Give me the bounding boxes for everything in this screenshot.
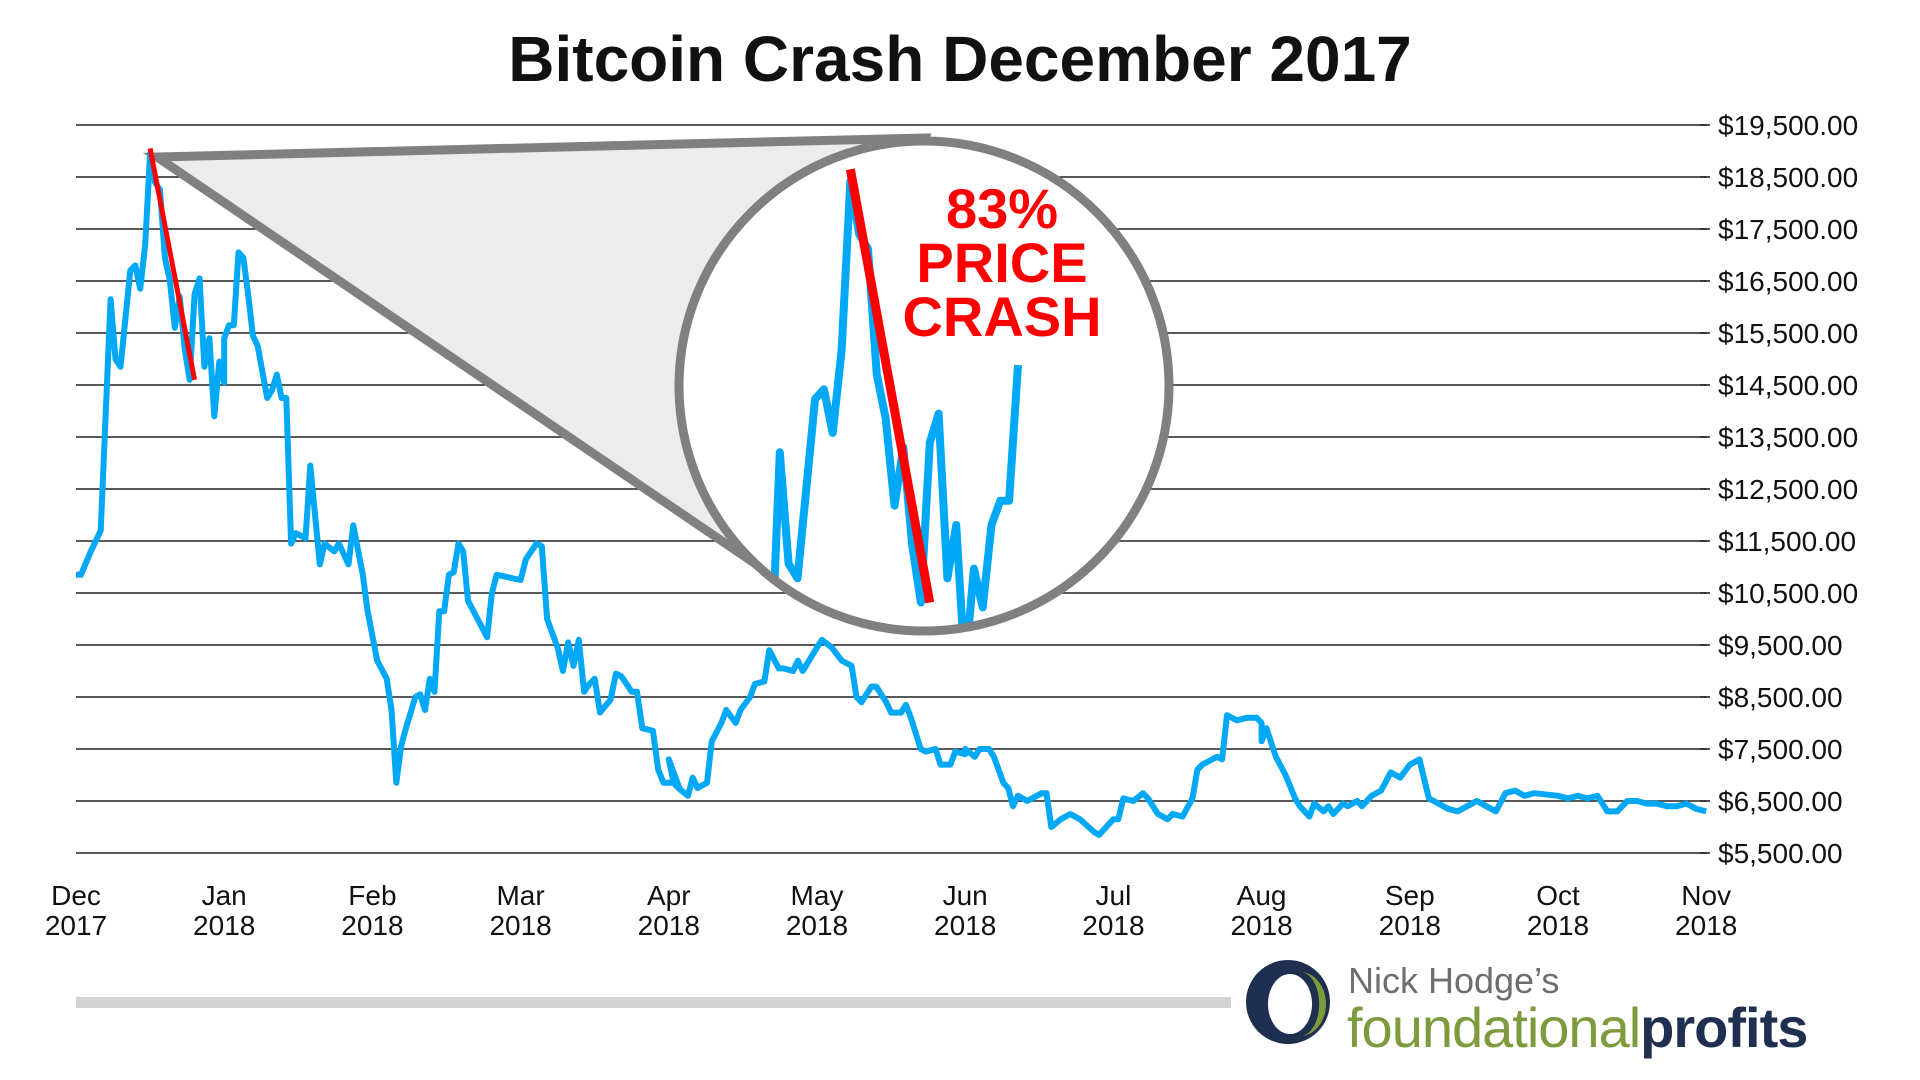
x-tick-year: 2018	[193, 910, 255, 941]
inset-crash-line	[845, 168, 935, 604]
logo-text-foundational-profits: foundationalprofits	[1347, 995, 1808, 1060]
crash-annotation-text: PRICE	[916, 231, 1087, 294]
x-tick-year: 2018	[638, 910, 700, 941]
x-tick-month: Feb	[348, 880, 396, 911]
y-tick-label: $16,500.00	[1718, 266, 1858, 297]
y-tick-label: $11,500.00	[1718, 526, 1856, 557]
x-tick-month: Oct	[1536, 880, 1580, 911]
price-series-line	[76, 150, 1707, 838]
x-tick-year: 2018	[1379, 910, 1441, 941]
y-tick-label: $5,500.00	[1718, 838, 1843, 869]
x-tick-year: 2018	[1082, 910, 1144, 941]
x-tick-month: Aug	[1237, 880, 1287, 911]
y-tick-label: $7,500.00	[1718, 734, 1843, 765]
x-tick-month: Dec	[51, 880, 101, 911]
zoom-circle-border	[674, 136, 1174, 636]
y-tick-label: $19,500.00	[1718, 110, 1858, 141]
y-tick-label: $13,500.00	[1718, 422, 1858, 453]
y-tick-label: $17,500.00	[1718, 214, 1858, 245]
x-tick-month: Nov	[1681, 880, 1731, 911]
y-tick-label: $8,500.00	[1718, 682, 1843, 713]
x-tick-year: 2018	[1675, 910, 1737, 941]
y-tick-label: $9,500.00	[1718, 630, 1843, 661]
logo-profits: profits	[1640, 996, 1808, 1059]
logo-foundational: foundational	[1347, 996, 1641, 1059]
x-tick-month: Jul	[1096, 880, 1132, 911]
x-tick-month: Sep	[1385, 880, 1435, 911]
x-tick-month: Apr	[647, 880, 691, 911]
y-tick-label: $12,500.00	[1718, 474, 1858, 505]
crash-annotation-text: 83%	[946, 177, 1058, 240]
x-tick-year: 2018	[341, 910, 403, 941]
x-tick-year: 2018	[1230, 910, 1292, 941]
x-tick-year: 2017	[45, 910, 107, 941]
crash-annotation-text: CRASH	[902, 285, 1101, 348]
x-tick-year: 2018	[786, 910, 848, 941]
y-tick-label: $10,500.00	[1718, 578, 1858, 609]
x-tick-year: 2018	[934, 910, 996, 941]
x-tick-month: Jun	[943, 880, 988, 911]
chart-title: Bitcoin Crash December 2017	[508, 23, 1412, 95]
x-tick-year: 2018	[1527, 910, 1589, 941]
y-tick-label: $15,500.00	[1718, 318, 1858, 349]
inset-price-series-line	[718, 177, 1022, 629]
y-tick-label: $18,500.00	[1718, 162, 1858, 193]
x-tick-month: Jan	[202, 880, 247, 911]
x-tick-month: May	[791, 880, 844, 911]
x-tick-year: 2018	[489, 910, 551, 941]
x-tick-month: Mar	[496, 880, 544, 911]
y-tick-label: $6,500.00	[1718, 786, 1843, 817]
footer-bar	[76, 997, 1231, 1008]
logo-text-nick-hodge: Nick Hodge’s	[1348, 960, 1560, 1001]
y-tick-label: $14,500.00	[1718, 370, 1858, 401]
logo-mark-icon	[1246, 960, 1330, 1044]
crash-line	[147, 147, 198, 381]
